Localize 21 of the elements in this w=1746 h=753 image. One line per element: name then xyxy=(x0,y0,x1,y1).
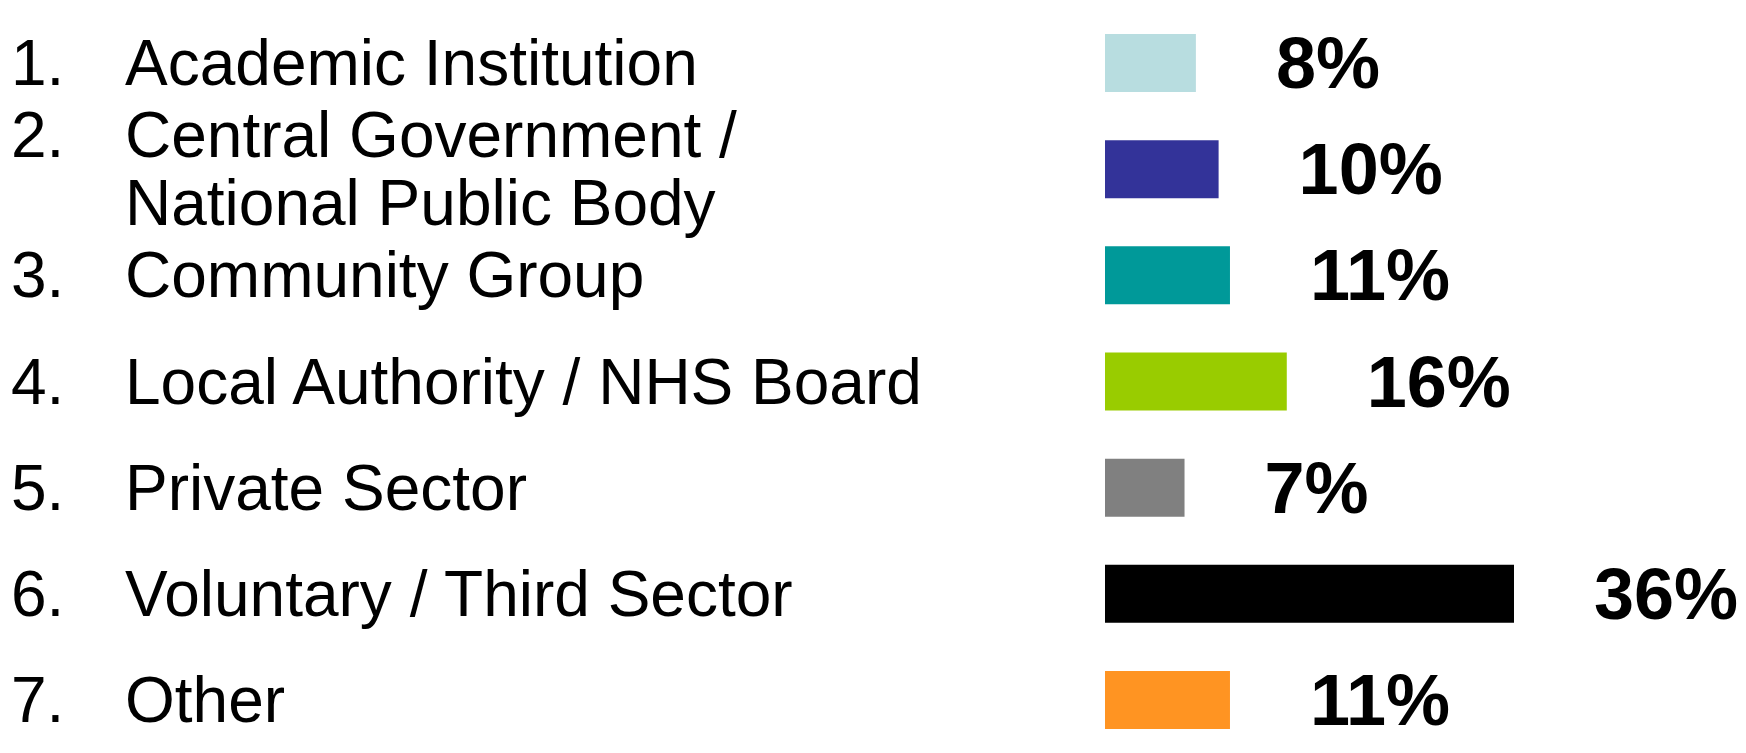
y-tick-label: 7. Other xyxy=(11,663,286,736)
bar xyxy=(1105,564,1514,623)
y-tick-label: 4. Local Authority / NHS Board xyxy=(11,345,922,418)
bar xyxy=(1105,140,1219,199)
data-label: 16% xyxy=(1366,341,1511,422)
bar xyxy=(1105,458,1185,517)
data-label: 36% xyxy=(1594,553,1739,634)
bar xyxy=(1105,246,1230,305)
bar xyxy=(1105,34,1196,93)
y-tick-label: 5. Private Sector xyxy=(11,451,527,524)
data-label: 11% xyxy=(1309,235,1451,316)
bar xyxy=(1105,670,1230,729)
y-tick-label: 6. Voluntary / Third Sector xyxy=(11,557,793,630)
y-tick-label: 3. Community Group xyxy=(11,239,645,312)
y-tick-label: 2. Central Government / National Public Body xyxy=(11,99,738,240)
data-label: 10% xyxy=(1298,129,1443,210)
y-tick-label: 1. Academic Institution xyxy=(11,27,698,100)
bar xyxy=(1105,352,1287,411)
data-label: 7% xyxy=(1264,447,1369,528)
data-label: 8% xyxy=(1275,23,1380,104)
data-label: 11% xyxy=(1309,659,1451,740)
